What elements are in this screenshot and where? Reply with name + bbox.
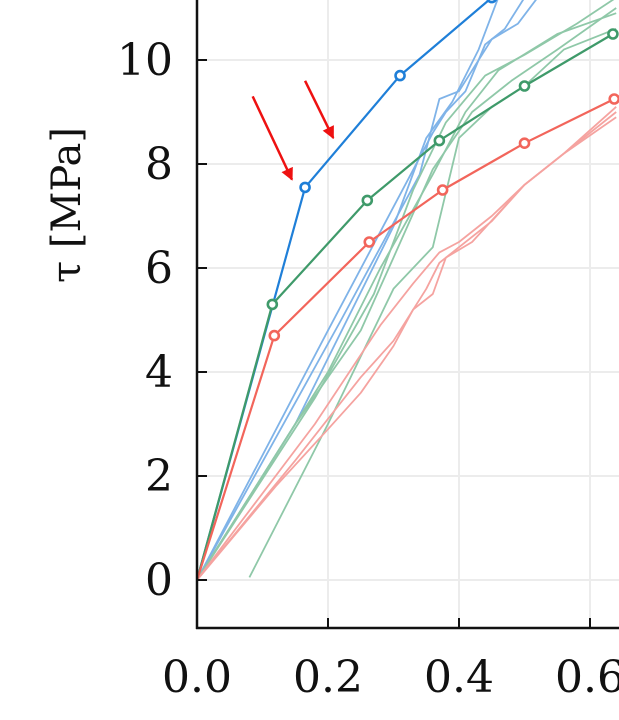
x-tick-label: 0.6 (555, 652, 619, 703)
annotation-arrow-1 (303, 80, 335, 140)
series-point-2 (608, 93, 619, 105)
series-line-6 (248, 27, 617, 578)
series-line-7 (197, 7, 617, 581)
series-point-0 (486, 0, 498, 4)
y-axis-label: τ [MPa] (44, 127, 90, 283)
series-line-3 (197, 0, 525, 581)
series-point-1 (266, 298, 279, 311)
series-line-1 (197, 33, 614, 581)
grid-lines (196, 0, 619, 628)
series-layer (197, 0, 619, 581)
series-point-1 (433, 134, 446, 147)
series-line-9 (197, 12, 617, 581)
series-point-1 (518, 80, 531, 92)
series-line-8 (197, 0, 615, 581)
series-line-4 (197, 0, 537, 581)
y-tick-label: 8 (145, 139, 173, 190)
series-point-2 (268, 329, 281, 342)
series-point-2 (363, 236, 376, 248)
x-tick-label: 0.4 (424, 652, 494, 703)
y-tick-label: 0 (145, 555, 173, 606)
ticks: 0.0 0.2 0.4 0.6 0 2 4 6 8 10 (117, 35, 619, 703)
annotation-layer (251, 80, 335, 181)
series-point-1 (607, 28, 619, 40)
x-tick-label: 0.2 (293, 652, 363, 703)
annotation-arrow-0 (251, 95, 294, 181)
y-tick-label: 4 (145, 347, 173, 398)
series-point-2 (518, 137, 531, 149)
x-tick-label: 0.0 (162, 652, 232, 703)
series-point-1 (361, 194, 374, 207)
series-point-0 (394, 69, 406, 82)
series-line-2 (197, 98, 615, 581)
series-line-12 (197, 106, 617, 581)
series-point-0 (299, 181, 311, 194)
y-tick-label: 2 (145, 451, 173, 502)
series-line-0 (197, 0, 491, 581)
y-tick-label: 10 (117, 35, 173, 86)
series-point-2 (436, 184, 449, 196)
y-tick-label: 6 (145, 243, 173, 294)
axes (195, 0, 619, 630)
